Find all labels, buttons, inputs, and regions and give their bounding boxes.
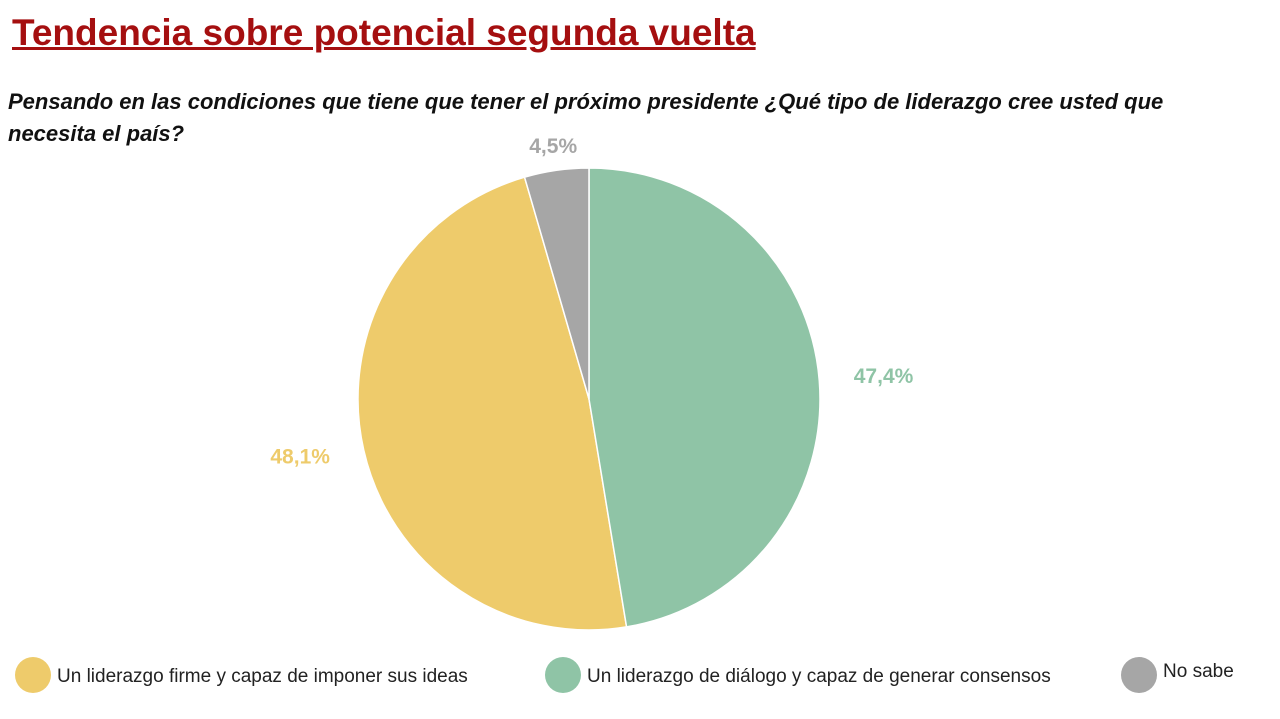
pie-slice — [588, 167, 821, 628]
pie-slice — [357, 176, 628, 631]
legend-label: Un liderazgo de diálogo y capaz de gener… — [587, 666, 1051, 687]
value-label: 4,5% — [529, 135, 577, 158]
legend-label: Un liderazgo firme y capaz de imponer su… — [57, 666, 468, 687]
value-label: 48,1% — [270, 445, 330, 468]
legend-swatch — [545, 657, 581, 693]
value-label: 47,4% — [854, 365, 914, 388]
legend-swatch — [15, 657, 51, 693]
chart-subtitle: Pensando en las condiciones que tiene qu… — [8, 89, 1164, 146]
legend-label: No sabe — [1163, 661, 1234, 682]
legend-swatch — [1121, 657, 1157, 693]
pie-slice — [523, 167, 590, 400]
chart-title: Tendencia sobre potencial segunda vuelta — [12, 12, 756, 53]
